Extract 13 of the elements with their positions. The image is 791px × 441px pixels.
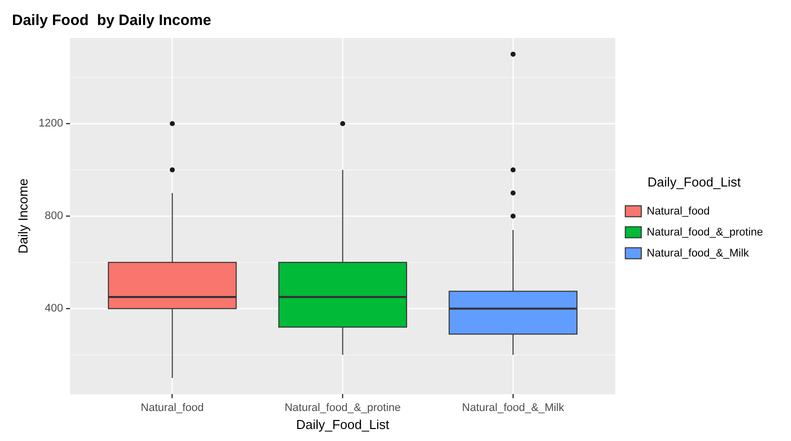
y-tick-label: 800 xyxy=(44,210,64,222)
x-axis-title: Daily_Food_List xyxy=(296,416,390,432)
legend-label: Natural_food_&_protine xyxy=(646,226,764,238)
x-tick-label: Natural_food_&_protine xyxy=(284,402,401,414)
legend-title: Daily_Food_List xyxy=(648,174,742,190)
y-tick-label: 400 xyxy=(44,302,64,315)
y-axis-title: Daily Income xyxy=(15,178,30,254)
legend-label: Natural_food_&_Milk xyxy=(646,247,750,260)
x-tick-label: Natural_food_&_Milk xyxy=(462,402,565,414)
y-tick-label: 1200 xyxy=(38,118,64,130)
x-tick-label: Natural_food xyxy=(140,402,204,414)
legend-label: Natural_food xyxy=(646,205,710,218)
chart-title: Daily Food by Daily Income xyxy=(12,12,212,30)
